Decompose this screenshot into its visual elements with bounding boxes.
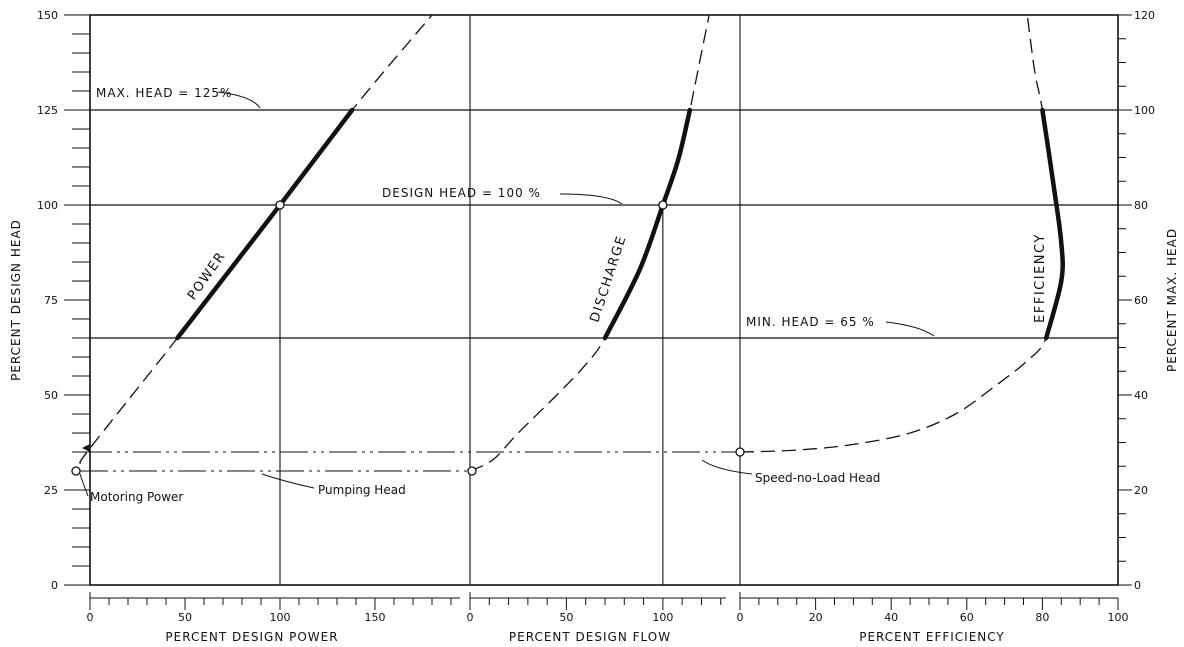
power-operating-range [175, 107, 355, 341]
bottom-tick-label: 0 [467, 611, 474, 624]
right-tick-label: 20 [1134, 484, 1148, 497]
left-tick-label: 0 [51, 579, 58, 592]
efficiency-axis-title: PERCENT EFFICIENCY [859, 630, 1005, 644]
discharge-curve-label: DISCHARGE [588, 233, 630, 324]
efficiency-operating-range [1040, 107, 1065, 341]
pumping-head-leader [261, 473, 315, 489]
design-power-point [275, 200, 285, 210]
max-head-label: MAX. HEAD = 125% [96, 86, 232, 100]
right-tick-label: 80 [1134, 199, 1148, 212]
motoring-power-point [71, 466, 81, 476]
left-axis: 0 25 50 75 100 125 150 [37, 9, 90, 592]
right-tick-label: 100 [1134, 104, 1155, 117]
speed-no-load-point [735, 447, 745, 457]
max-head-leader [217, 91, 261, 109]
min-head-label: MIN. HEAD = 65 % [746, 315, 875, 329]
left-tick-label: 25 [44, 484, 58, 497]
bottom-axes: 0 50 100 150 0 50 100 0 20 40 60 80 100 [87, 592, 1129, 624]
pumping-head-label: Pumping Head [318, 483, 406, 497]
bottom-tick-label: 0 [737, 611, 744, 624]
design-head-label: DESIGN HEAD = 100 % [382, 186, 541, 200]
right-tick-label: 0 [1134, 579, 1141, 592]
design-head-leader [559, 193, 623, 205]
left-tick-label: 50 [44, 389, 58, 402]
left-axis-title: PERCENT DESIGN HEAD [9, 219, 23, 381]
bottom-tick-label: 0 [87, 611, 94, 624]
discharge-operating-range [602, 107, 693, 341]
power-axis-title: PERCENT DESIGN POWER [165, 630, 338, 644]
discharge-curve [469, 14, 710, 472]
speed-no-load-head-label: Speed-no-Load Head [755, 471, 880, 485]
bottom-tick-label: 80 [1035, 611, 1049, 624]
speed-no-load-arrowhead [82, 444, 90, 452]
bottom-tick-label: 150 [365, 611, 386, 624]
bottom-tick-label: 100 [1108, 611, 1129, 624]
motoring-power-label: Motoring Power [90, 490, 183, 504]
min-head-leader [885, 321, 935, 337]
flow-axis-title: PERCENT DESIGN FLOW [509, 630, 671, 644]
bottom-tick-label: 20 [809, 611, 823, 624]
efficiency-curve [739, 14, 1064, 453]
left-tick-label: 150 [37, 9, 58, 22]
bottom-tick-label: 40 [884, 611, 898, 624]
right-tick-label: 120 [1134, 9, 1155, 22]
pumping-head-point [467, 466, 477, 476]
left-tick-label: 75 [44, 294, 58, 307]
left-tick-label: 125 [37, 104, 58, 117]
left-tick-label: 100 [37, 199, 58, 212]
right-axis: 0 20 40 60 80 100 120 [1118, 9, 1155, 592]
motoring-power-leader [79, 473, 89, 497]
speed-no-load-leader [701, 459, 753, 475]
right-tick-label: 60 [1134, 294, 1148, 307]
annotations [71, 91, 935, 497]
bottom-tick-label: 50 [559, 611, 573, 624]
bottom-tick-label: 100 [652, 611, 673, 624]
efficiency-curve-label: EFFICIENCY [1033, 233, 1048, 323]
right-axis-title: PERCENT MAX. HEAD [1165, 228, 1179, 372]
right-tick-label: 40 [1134, 389, 1148, 402]
bottom-tick-label: 50 [178, 611, 192, 624]
bottom-tick-label: 60 [960, 611, 974, 624]
curves [79, 14, 1065, 472]
design-flow-point [658, 200, 668, 210]
bottom-tick-label: 100 [270, 611, 291, 624]
